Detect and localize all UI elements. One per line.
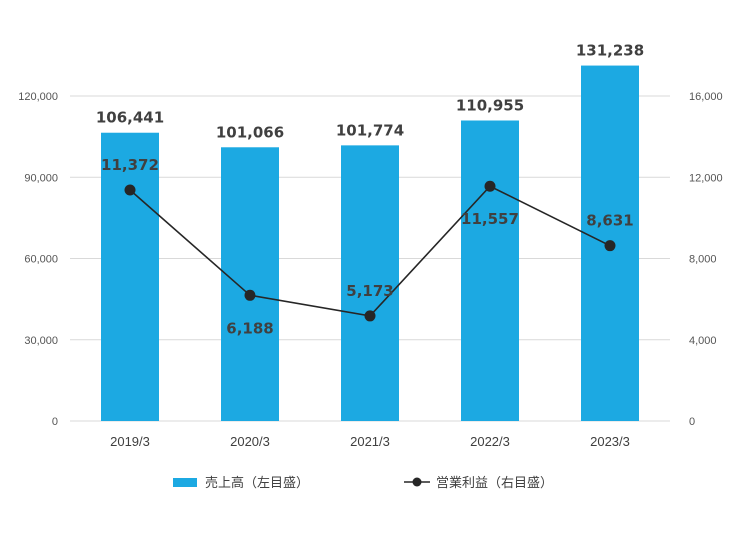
left-tick-label: 120,000 (18, 91, 58, 103)
bar-value-label: 101,066 (216, 123, 284, 141)
legend-line-marker (412, 477, 422, 487)
right-tick-label: 12,000 (689, 172, 723, 184)
line-value-label: 8,631 (586, 212, 633, 230)
line-data-labels: 11,372 6,188 5,173 11,557 8,631 (101, 156, 634, 337)
right-axis-ticks: 0 4,000 8,000 12,000 16,000 (689, 91, 723, 428)
line-value-label: 11,557 (461, 210, 519, 228)
left-tick-label: 90,000 (24, 172, 58, 184)
bar (101, 132, 159, 421)
left-tick-label: 0 (52, 416, 58, 428)
bar-value-label: 101,774 (336, 121, 404, 139)
bar (221, 147, 279, 421)
line-point (364, 310, 376, 322)
line-value-label: 6,188 (226, 319, 273, 337)
bar-value-label: 106,441 (96, 109, 164, 127)
x-tick-label: 2019/3 (110, 434, 150, 449)
x-tick-label: 2023/3 (590, 434, 630, 449)
line-series (124, 180, 616, 322)
legend: 売上高（左目盛） 営業利益（右目盛） (173, 475, 553, 491)
line-point (604, 240, 616, 252)
left-axis-ticks: 0 30,000 60,000 90,000 120,000 (18, 91, 58, 428)
bar-value-label: 110,955 (456, 96, 524, 114)
bar (461, 120, 519, 421)
line-point (124, 184, 136, 196)
bar (341, 145, 399, 422)
line-value-label: 11,372 (101, 156, 159, 174)
left-tick-label: 60,000 (24, 254, 58, 266)
legend-line-label: 営業利益（右目盛） (436, 475, 553, 491)
x-axis-ticks: 2019/3 2020/3 2021/3 2022/3 2023/3 (110, 434, 630, 449)
x-tick-label: 2022/3 (470, 434, 510, 449)
legend-bar-swatch (173, 478, 197, 487)
left-tick-label: 30,000 (24, 335, 58, 347)
x-tick-label: 2021/3 (350, 434, 390, 449)
right-tick-label: 0 (689, 416, 695, 428)
bar-data-labels: 106,441 101,066 101,774 110,955 131,238 (96, 42, 644, 142)
x-tick-label: 2020/3 (230, 434, 270, 449)
bar-value-label: 131,238 (576, 42, 644, 60)
right-tick-label: 16,000 (689, 91, 723, 103)
line-value-label: 5,173 (346, 282, 393, 300)
line-point (244, 289, 256, 301)
right-tick-label: 8,000 (689, 254, 717, 266)
line-point (484, 180, 496, 192)
bar-series (101, 65, 639, 422)
right-tick-label: 4,000 (689, 335, 717, 347)
legend-bar-label: 売上高（左目盛） (205, 475, 309, 491)
